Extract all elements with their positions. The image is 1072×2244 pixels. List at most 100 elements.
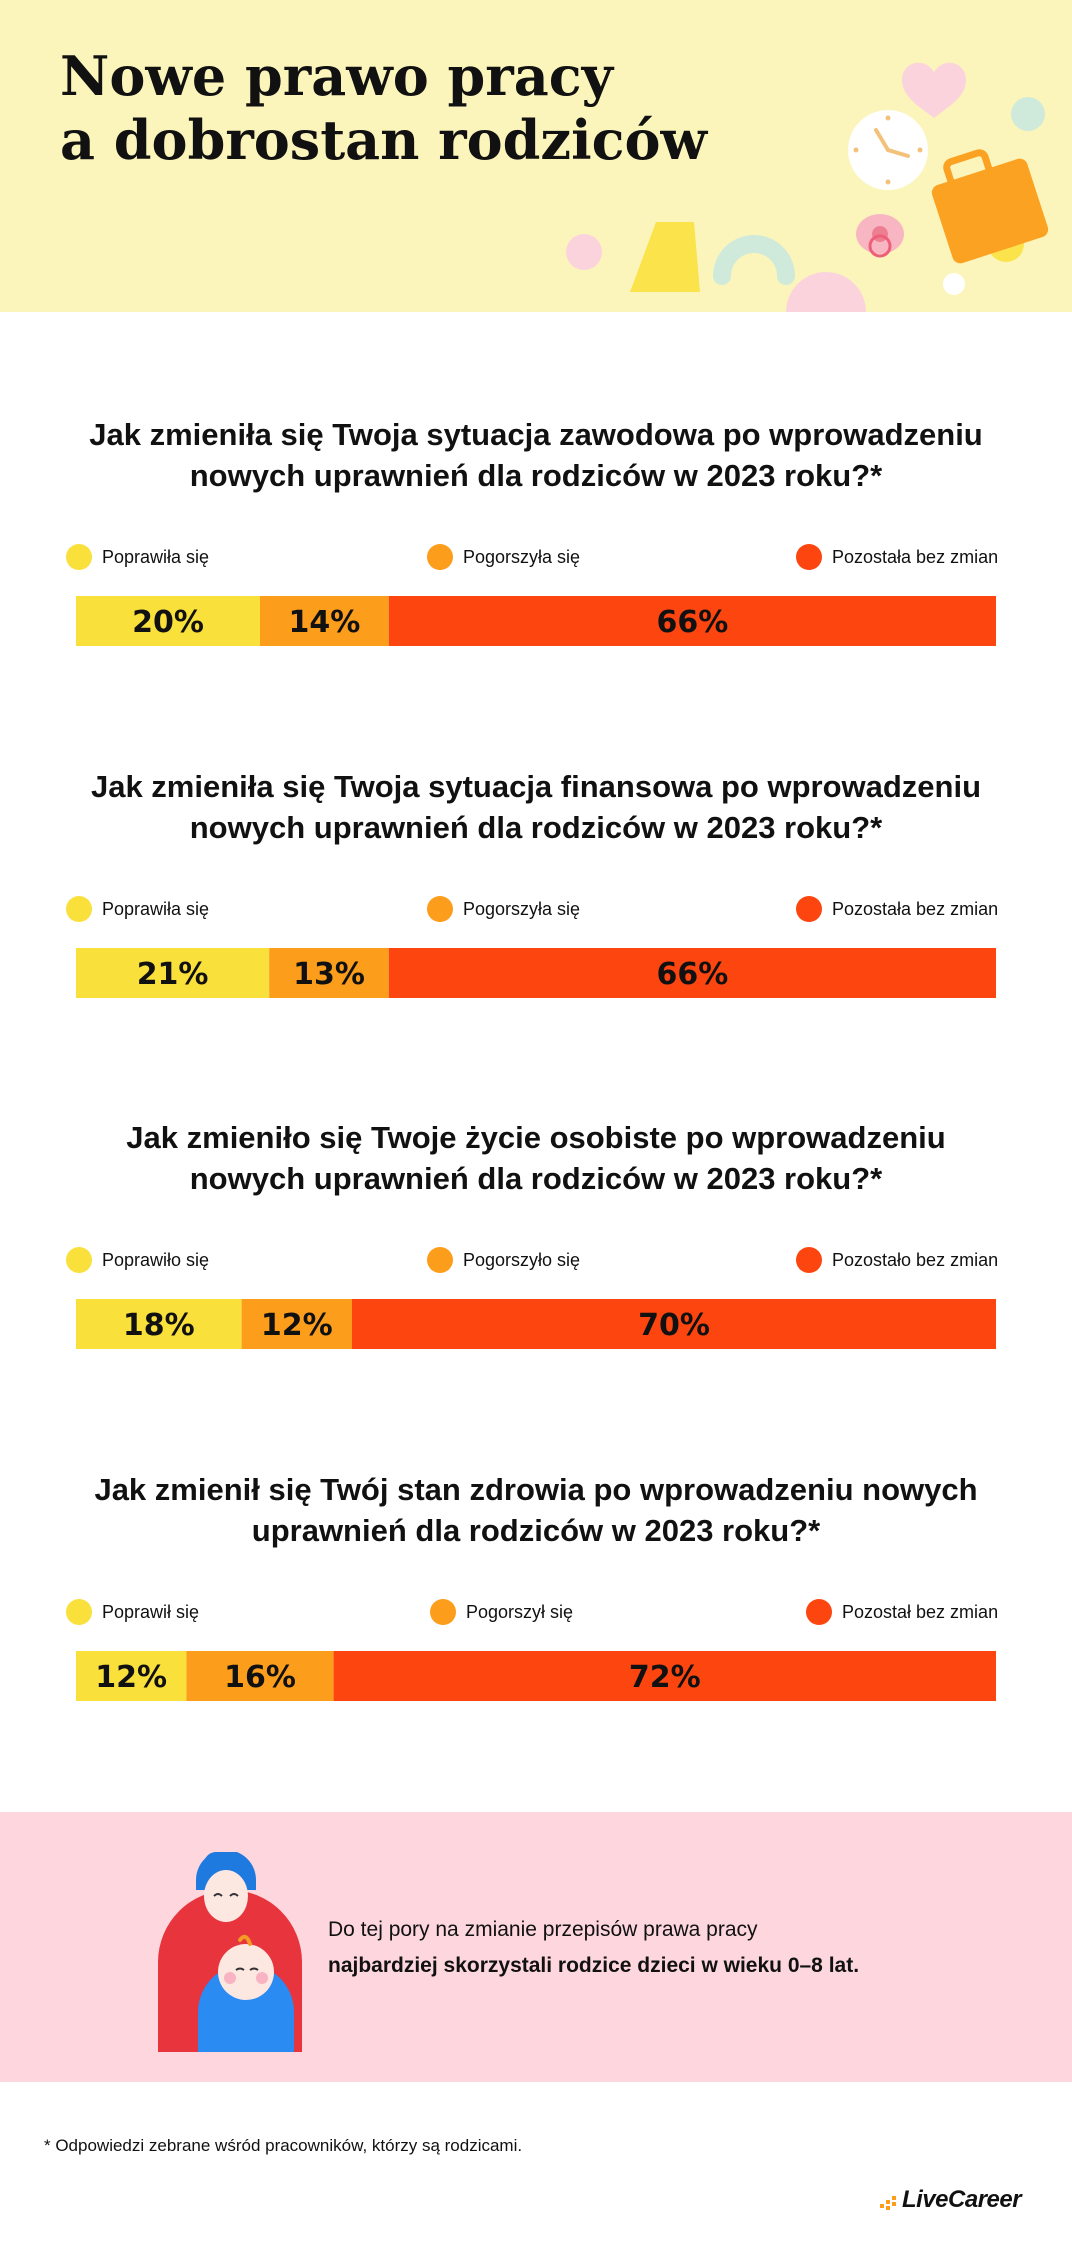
bar-value-label-unchanged: 72% [629,1660,701,1695]
legend-label-unchanged: Pozostała bez zmian [832,898,999,919]
chart-section-financial: Jak zmieniła się Twoja sytuacja finansow… [0,766,1072,1066]
bar-segment-improved [76,948,270,998]
stacked-bar-chart: 12% 16% 72% [76,1651,997,1701]
legend-dot-unchanged [796,544,822,570]
bar-value-label-improved: 12% [95,1660,167,1695]
bar-value-label-unchanged: 66% [656,605,728,640]
legend-label-worsened: Pogorszył się [466,1601,574,1622]
legend-label-improved: Poprawiła się [102,898,210,919]
legend-item-improved: Poprawił się [66,1597,199,1627]
legend-item-worsened: Pogorszyła się [427,542,580,572]
question-heading: Jak zmieniło się Twoje życie osobiste po… [40,1117,1032,1199]
pacifier-icon [856,214,904,258]
bar-value-label-unchanged: 70% [638,1308,710,1343]
bar-segment-improved [76,596,260,646]
bar-value-label-worsened: 13% [293,957,365,992]
brand-name: LiveCareer [902,2186,1022,2213]
bar-segment-worsened [269,948,389,998]
page-title-line-2: a dobrostan rodziców [60,108,707,172]
yellow-trapezoid-shape [630,222,700,292]
legend-item-unchanged: Pozostał bez zmian [806,1597,998,1627]
brand-logo[interactable]: LiveCareer [878,2186,1022,2214]
legend-dot-unchanged [796,1247,822,1273]
insight-text-line-2: najbardziej skorzystali rodzice dzieci w… [328,1954,860,1977]
legend-dot-worsened [427,896,453,922]
heart-icon [902,62,966,118]
legend-item-improved: Poprawiła się [66,894,209,924]
question-heading: Jak zmieniła się Twoja sytuacja finansow… [40,766,1032,848]
bar-segment-worsened [241,1299,352,1349]
livecareer-logo-icon [880,2196,896,2210]
legend-dot-worsened [427,544,453,570]
legend-label-unchanged: Pozostała bez zmian [832,546,999,567]
legend-dot-improved [66,1599,92,1625]
header-decoration [566,62,1049,312]
bar-value-label-improved: 18% [123,1308,195,1343]
bar-value-label-worsened: 16% [224,1660,296,1695]
legend-label-worsened: Pogorszyło się [463,1249,581,1270]
legend-item-improved: Poprawiła się [66,542,209,572]
bar-value-label-improved: 20% [132,605,204,640]
legend-item-worsened: Pogorszyło się [427,1245,580,1275]
legend-dot-improved [66,896,92,922]
question-line-1: Jak zmieniła się Twoja sytuacja finansow… [90,769,982,804]
white-dot-shape [943,273,965,295]
legend-label-improved: Poprawiła się [102,546,210,567]
legend-label-unchanged: Pozostało bez zmian [832,1249,999,1270]
legend-item-unchanged: Pozostało bez zmian [796,1245,998,1275]
pink-half-circle-shape [786,272,866,312]
insight-text-line-1: Do tej pory na zmianie przepisów prawa p… [328,1918,758,1941]
question-line-1: Jak zmieniło się Twoje życie osobiste po… [126,1120,946,1155]
chart-legend: Poprawił się Pogorszył się Pozostał bez … [0,1597,1072,1627]
question-line-1: Jak zmienił się Twój stan zdrowia po wpr… [94,1472,978,1507]
stacked-bar-chart: 21% 13% 66% [76,948,996,998]
bar-value-label-improved: 21% [137,957,209,992]
stacked-bar-chart: 20% 14% 66% [76,596,996,646]
stacked-bar-chart: 18% 12% 70% [76,1299,996,1349]
bar-segment-improved [76,1651,187,1701]
footnote: * Odpowiedzi zebrane wśród pracowników, … [44,2136,523,2155]
question-line-2: nowych uprawnień dla rodziców w 2023 rok… [189,458,883,493]
bar-segment-unchanged [388,596,996,646]
legend-label-improved: Poprawił się [102,1601,200,1622]
bar-segment-worsened [186,1651,334,1701]
pink-dot-shape [566,234,602,270]
clock-icon [848,110,928,190]
question-heading: Jak zmieniła się Twoja sytuacja zawodowa… [40,414,1032,496]
bar-segment-improved [76,1299,242,1349]
legend-item-worsened: Pogorszyła się [427,894,580,924]
chart-section-personal-life: Jak zmieniło się Twoje życie osobiste po… [0,1117,1072,1417]
question-line-2: uprawnień dla rodziców w 2023 roku?* [251,1513,821,1548]
bar-segment-unchanged [388,948,996,998]
legend-label-worsened: Pogorszyła się [463,898,581,919]
legend-label-worsened: Pogorszyła się [463,546,581,567]
chart-section-professional: Jak zmieniła się Twoja sytuacja zawodowa… [0,414,1072,714]
legend-item-worsened: Pogorszył się [430,1597,573,1627]
legend-item-improved: Poprawiło się [66,1245,209,1275]
insight-banner: Do tej pory na zmianie przepisów prawa p… [0,1812,1072,2082]
legend-dot-unchanged [806,1599,832,1625]
page-title-line-1: Nowe prawo pracy [60,44,613,108]
bar-value-label-worsened: 14% [288,605,360,640]
briefcase-icon [931,149,1049,264]
legend-label-improved: Poprawiło się [102,1249,210,1270]
question-line-1: Jak zmieniła się Twoja sytuacja zawodowa… [89,417,983,452]
legend-item-unchanged: Pozostała bez zmian [796,894,998,924]
bar-value-label-worsened: 12% [261,1308,333,1343]
legend-dot-worsened [430,1599,456,1625]
page-title: Nowe prawo pracy a dobrostan rodziców [60,44,707,172]
chart-legend: Poprawiła się Pogorszyła się Pozostała b… [0,894,1072,924]
question-line-2: nowych uprawnień dla rodziców w 2023 rok… [189,1161,883,1196]
bar-value-label-unchanged: 66% [656,957,728,992]
legend-dot-worsened [427,1247,453,1273]
legend-dot-unchanged [796,896,822,922]
legend-dot-improved [66,1247,92,1273]
chart-legend: Poprawiło się Pogorszyło się Pozostało b… [0,1245,1072,1275]
legend-item-unchanged: Pozostała bez zmian [796,542,998,572]
bar-segment-unchanged [352,1299,996,1349]
chart-legend: Poprawiła się Pogorszyła się Pozostała b… [0,542,1072,572]
bar-segment-worsened [260,596,389,646]
header-banner: Nowe prawo pracy a dobrostan rodziców [0,0,1072,312]
parent-with-child-illustration [158,1852,302,2052]
bar-segment-unchanged [333,1651,997,1701]
